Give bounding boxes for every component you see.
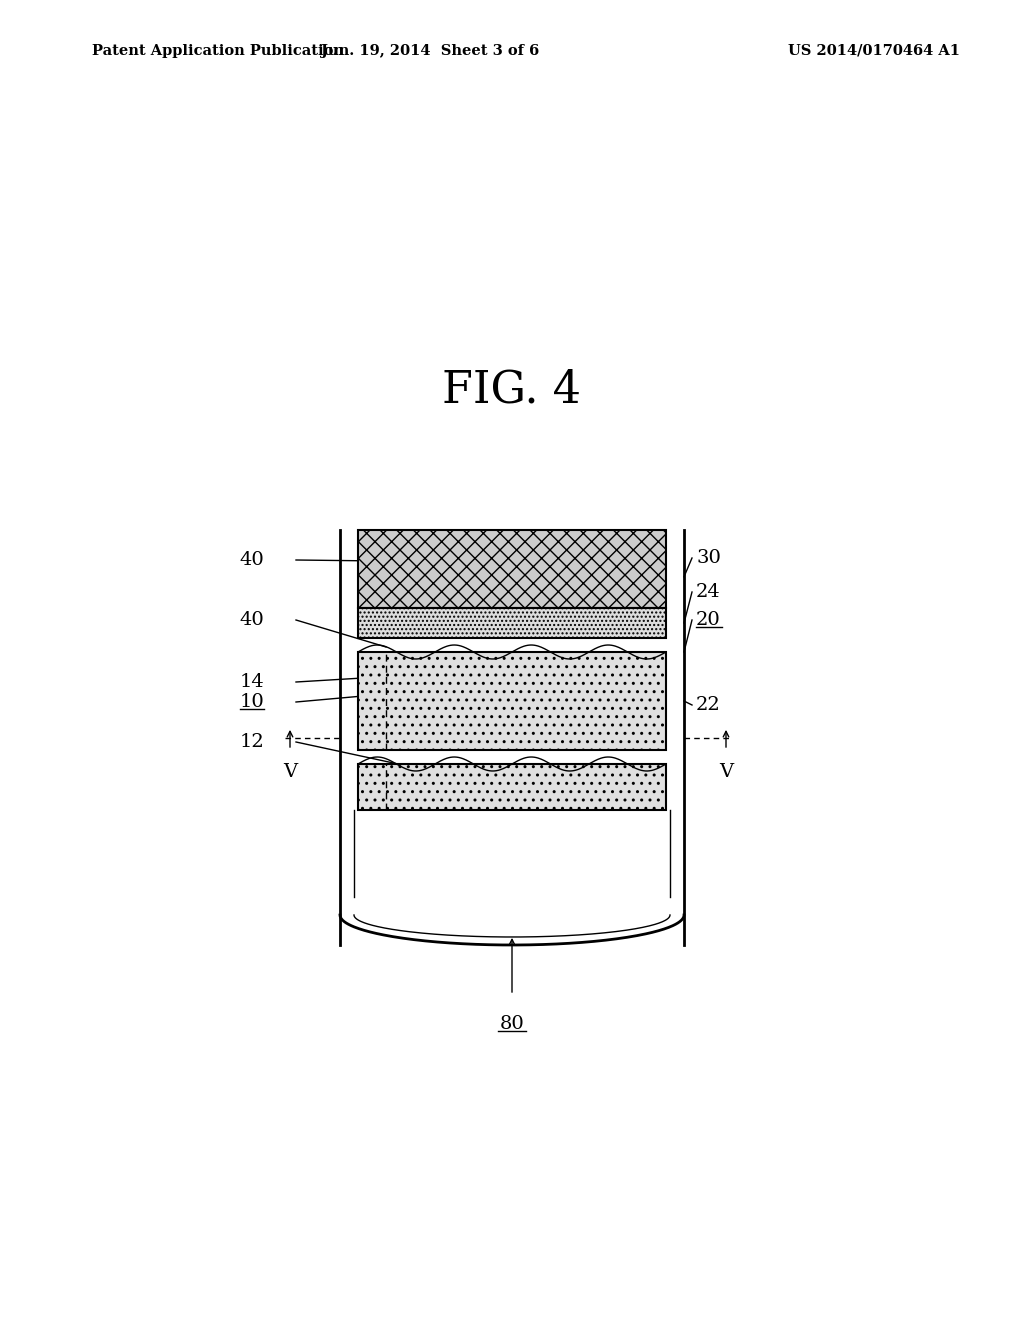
Text: 40: 40	[240, 611, 264, 630]
Text: 40: 40	[240, 550, 264, 569]
Text: 20: 20	[696, 611, 721, 630]
Bar	[358, 764, 666, 810]
Text: 12: 12	[240, 733, 264, 751]
Bar	[358, 609, 666, 638]
Text: 24: 24	[696, 583, 721, 601]
Text: 30: 30	[696, 549, 721, 568]
Text: V: V	[719, 763, 733, 781]
Text: 80: 80	[500, 1015, 524, 1034]
Text: Patent Application Publication: Patent Application Publication	[92, 44, 344, 58]
Text: US 2014/0170464 A1: US 2014/0170464 A1	[788, 44, 961, 58]
Bar	[358, 531, 666, 609]
Text: V: V	[283, 763, 297, 781]
Text: 22: 22	[696, 696, 721, 714]
Text: 14: 14	[240, 673, 264, 690]
Text: Jun. 19, 2014  Sheet 3 of 6: Jun. 19, 2014 Sheet 3 of 6	[321, 44, 540, 58]
Text: FIG. 4: FIG. 4	[442, 368, 582, 412]
Bar	[358, 652, 666, 750]
Text: 10: 10	[240, 693, 264, 711]
